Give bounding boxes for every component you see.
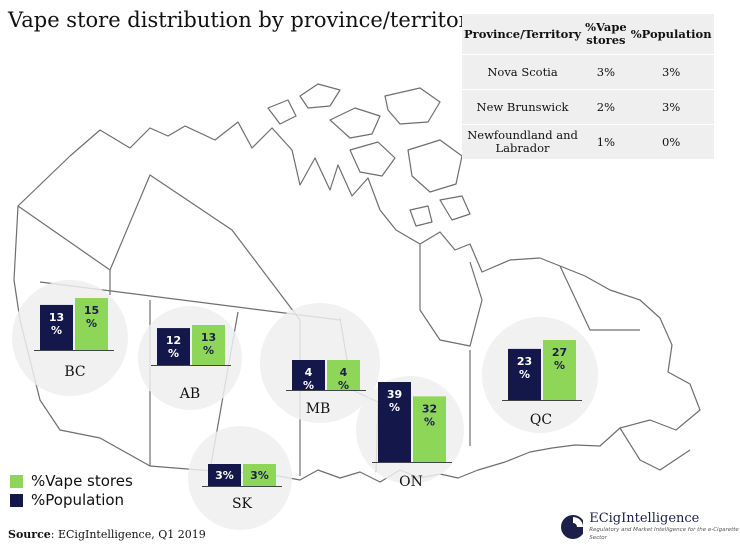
legend-item-vape: %Vape stores bbox=[10, 472, 133, 490]
table-cell-vape: 1% bbox=[583, 124, 629, 159]
data-label-bc-population: 13% bbox=[49, 311, 64, 337]
data-label-sk-vape: 3% bbox=[250, 469, 269, 482]
bar-mb-population bbox=[292, 360, 325, 390]
data-label-on-population: 39% bbox=[387, 388, 402, 414]
data-label-qc-population: 23% bbox=[517, 355, 532, 381]
map-border-labrador bbox=[559, 265, 640, 331]
map-island-1 bbox=[329, 107, 381, 139]
source-label: Source bbox=[8, 528, 51, 541]
map-island-5 bbox=[407, 139, 463, 193]
category-label-on: ON bbox=[399, 474, 423, 490]
logo-name: ECigIntelligence bbox=[589, 511, 700, 526]
legend-swatch-population bbox=[10, 493, 23, 507]
bar-qc-vape bbox=[543, 340, 576, 400]
legend-swatch-vape bbox=[10, 474, 23, 488]
table-cell-province: Newfoundland and Labrador bbox=[462, 124, 584, 159]
bar-on-population bbox=[378, 382, 411, 462]
bar-qc-population bbox=[508, 348, 541, 400]
bar-ab-population bbox=[157, 328, 190, 365]
table-row: New Brunswick 2% 3% bbox=[462, 89, 714, 125]
source-note: Source: ECigIntelligence, Q1 2019 bbox=[8, 528, 206, 541]
logo: ECigIntelligence Regulatory and Market I… bbox=[560, 512, 740, 542]
table-header-population: %Population bbox=[630, 26, 712, 41]
bar-bc-vape bbox=[75, 298, 108, 350]
data-label-mb-vape: 4% bbox=[338, 366, 349, 392]
source-text: : ECigIntelligence, Q1 2019 bbox=[50, 528, 206, 541]
table-cell-population: 3% bbox=[628, 54, 714, 90]
table-row: Newfoundland and Labrador 1% 0% bbox=[462, 124, 714, 159]
region-labels: BC AB SK MB ON QC bbox=[64, 364, 552, 512]
logo-tagline: Regulatory and Market Intelligence for t… bbox=[589, 527, 739, 541]
map-island-2 bbox=[384, 87, 441, 125]
category-label-ab: AB bbox=[179, 386, 200, 402]
data-label-bc-vape: 15% bbox=[84, 304, 99, 330]
table-cell-province: New Brunswick bbox=[462, 89, 584, 125]
legend-item-population: %Population bbox=[10, 491, 124, 509]
data-label-ab-vape: 13% bbox=[201, 331, 216, 357]
data-label-mb-population: 4% bbox=[303, 366, 314, 392]
table-cell-vape: 2% bbox=[583, 89, 629, 125]
category-label-mb: MB bbox=[306, 401, 331, 417]
table-header-row: Province/Territory %Vape stores %Populat… bbox=[462, 14, 714, 55]
table-cell-population: 0% bbox=[628, 124, 714, 159]
map-island-6 bbox=[439, 195, 471, 221]
page-title: Vape store distribution by province/terr… bbox=[8, 8, 481, 32]
province-table: Province/Territory %Vape stores %Populat… bbox=[462, 14, 714, 159]
data-label-ab-population: 12% bbox=[166, 334, 181, 360]
map-island-8 bbox=[409, 205, 433, 227]
map-border-nwt bbox=[109, 174, 233, 271]
legend-label-vape: %Vape stores bbox=[31, 472, 133, 490]
data-label-sk-population: 3% bbox=[215, 469, 234, 482]
bar-ab-vape bbox=[192, 325, 225, 365]
bar-sk-vape bbox=[243, 464, 276, 486]
category-label-sk: SK bbox=[232, 496, 253, 512]
category-label-qc: QC bbox=[530, 412, 552, 428]
table-header-province: Province/Territory bbox=[464, 26, 582, 41]
map-bay bbox=[419, 244, 483, 347]
bar-mb-vape bbox=[327, 360, 360, 390]
bar-bc-population bbox=[40, 304, 73, 350]
legend-label-population: %Population bbox=[31, 491, 125, 509]
table-cell-vape: 3% bbox=[583, 54, 629, 90]
logo-icon bbox=[561, 515, 584, 539]
bar-sk-population bbox=[208, 464, 241, 486]
category-label-bc: BC bbox=[64, 364, 85, 380]
table-header-vape: %Vape stores bbox=[585, 20, 627, 47]
table-cell-population: 3% bbox=[628, 89, 714, 125]
map-island-3 bbox=[299, 83, 341, 109]
map-island-4 bbox=[349, 141, 396, 177]
region-bars: 13 % 15 % 12 % 13 % 3% 3% 4 % 4 % 39% 32 % 23 % 27% bbox=[34, 298, 582, 487]
map-coastline-west bbox=[13, 121, 701, 483]
map-border-nunavut bbox=[231, 229, 301, 321]
data-label-qc-vape: 27% bbox=[552, 346, 567, 372]
map-border-nb bbox=[619, 427, 691, 471]
data-label-on-vape: 32% bbox=[422, 402, 437, 428]
table-row: Nova Scotia 3% 3% bbox=[462, 54, 714, 90]
table-cell-province: Nova Scotia bbox=[462, 54, 584, 90]
bar-on-vape bbox=[413, 396, 446, 462]
map-island-7 bbox=[267, 99, 297, 125]
